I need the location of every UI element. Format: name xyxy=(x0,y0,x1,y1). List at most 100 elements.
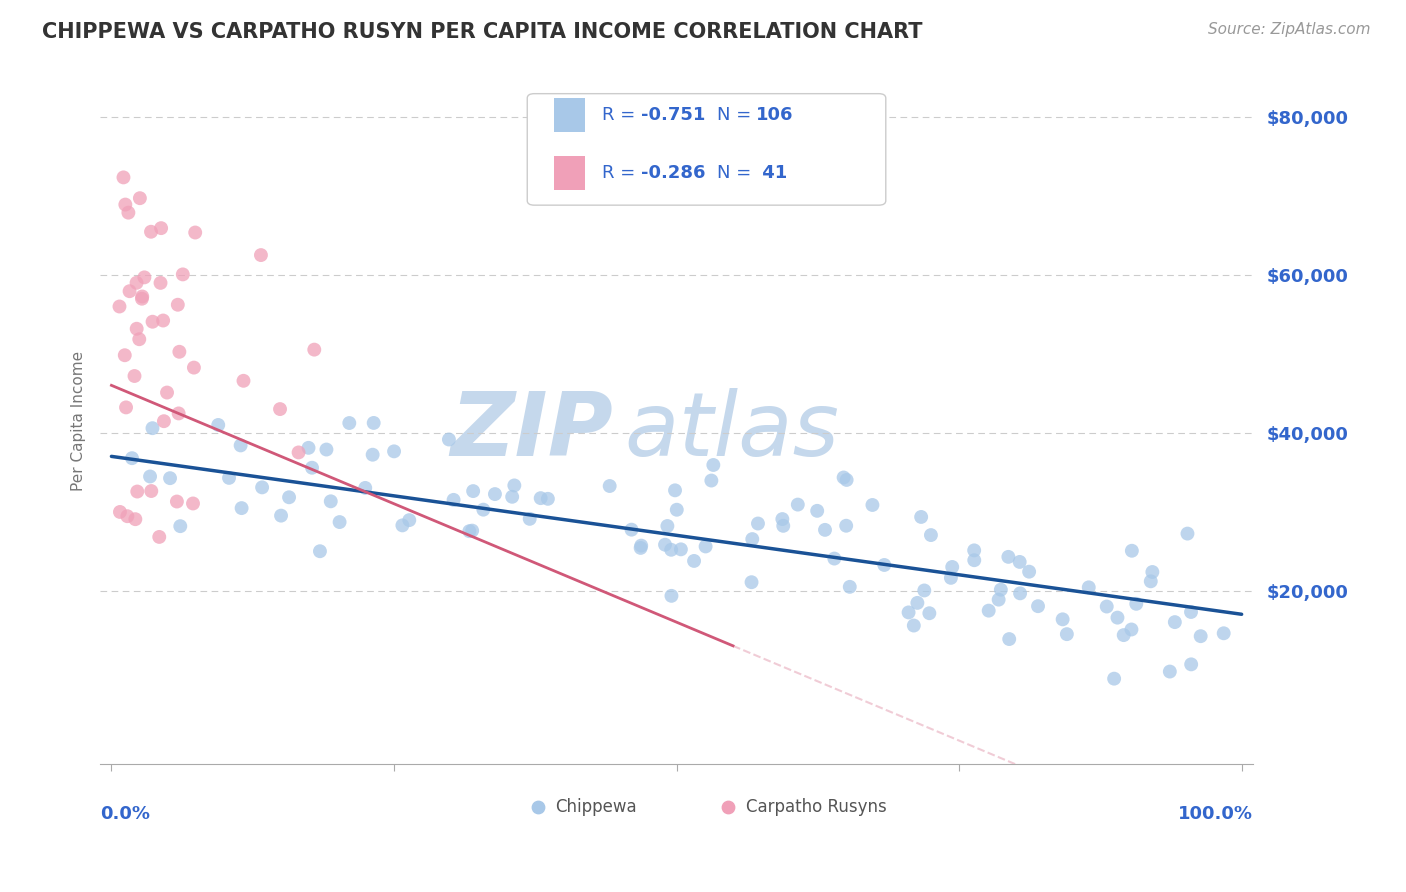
Point xyxy=(218,471,240,485)
Point xyxy=(114,197,136,211)
Point xyxy=(232,374,254,388)
Point xyxy=(873,558,896,572)
Text: R =: R = xyxy=(602,106,641,124)
Point xyxy=(1010,586,1032,600)
Point xyxy=(250,248,273,262)
Point xyxy=(519,512,541,526)
Point xyxy=(361,448,384,462)
Text: Carpatho Rusyns: Carpatho Rusyns xyxy=(745,797,886,816)
Point xyxy=(108,300,131,314)
Point xyxy=(461,524,484,538)
Point xyxy=(169,519,191,533)
Point xyxy=(939,571,962,585)
Point xyxy=(1107,610,1129,624)
Point xyxy=(530,491,553,505)
Point xyxy=(1095,599,1118,614)
Point xyxy=(134,270,156,285)
Text: CHIPPEWA VS CARPATHO RUSYN PER CAPITA INCOME CORRELATION CHART: CHIPPEWA VS CARPATHO RUSYN PER CAPITA IN… xyxy=(42,22,922,42)
Text: -0.751: -0.751 xyxy=(641,106,706,124)
Point xyxy=(319,494,342,508)
Point xyxy=(987,592,1010,607)
Point xyxy=(770,512,793,526)
Point xyxy=(152,313,174,327)
Point xyxy=(1125,597,1147,611)
Point xyxy=(382,444,405,458)
Point xyxy=(918,606,941,620)
Point xyxy=(166,494,188,508)
Point xyxy=(148,530,170,544)
Point xyxy=(977,604,1000,618)
Text: atlas: atlas xyxy=(624,388,839,475)
Point xyxy=(1112,628,1135,642)
Text: Source: ZipAtlas.com: Source: ZipAtlas.com xyxy=(1208,22,1371,37)
Point xyxy=(124,512,146,526)
Point xyxy=(131,292,153,306)
Point xyxy=(297,441,319,455)
Point xyxy=(1180,657,1202,672)
Point xyxy=(301,460,323,475)
Point xyxy=(806,504,828,518)
Text: N =: N = xyxy=(717,106,756,124)
Point xyxy=(838,580,860,594)
Point xyxy=(630,539,652,553)
Point xyxy=(823,551,845,566)
Point xyxy=(659,542,682,557)
Point xyxy=(125,276,148,290)
Point xyxy=(620,523,643,537)
Point xyxy=(716,741,738,756)
Point xyxy=(835,518,858,533)
Point xyxy=(183,360,205,375)
Point xyxy=(287,445,309,459)
Point xyxy=(1056,627,1078,641)
Point xyxy=(661,589,683,603)
Point xyxy=(141,421,163,435)
Point xyxy=(166,298,188,312)
Point xyxy=(772,518,794,533)
Point xyxy=(537,491,560,506)
Point xyxy=(398,513,420,527)
Point xyxy=(920,528,942,542)
Point xyxy=(128,191,150,205)
Point xyxy=(501,490,523,504)
Point xyxy=(1177,526,1199,541)
Point xyxy=(998,632,1021,646)
Text: 41: 41 xyxy=(756,164,787,182)
Point xyxy=(391,518,413,533)
Point xyxy=(270,508,292,523)
Point xyxy=(664,483,686,498)
Point xyxy=(1212,626,1234,640)
Point xyxy=(229,438,252,452)
Point xyxy=(630,541,652,555)
Point xyxy=(354,481,377,495)
Point xyxy=(1121,543,1143,558)
Point xyxy=(832,470,855,484)
Point xyxy=(121,451,143,466)
Point xyxy=(149,276,172,290)
Point xyxy=(905,596,928,610)
Point xyxy=(153,414,176,428)
Point xyxy=(472,502,495,516)
Point xyxy=(231,501,253,516)
Point xyxy=(363,416,385,430)
Point xyxy=(329,515,352,529)
Point xyxy=(1121,623,1143,637)
Point xyxy=(128,332,150,346)
Point xyxy=(181,496,204,510)
Point xyxy=(665,502,688,516)
Point xyxy=(309,544,332,558)
Point xyxy=(835,473,858,487)
Point xyxy=(941,560,963,574)
Point xyxy=(657,519,679,533)
Point xyxy=(530,741,553,756)
Point xyxy=(814,523,837,537)
Text: ZIP: ZIP xyxy=(450,388,613,475)
Point xyxy=(910,510,932,524)
Point xyxy=(458,524,481,538)
Y-axis label: Per Capita Income: Per Capita Income xyxy=(72,351,86,491)
Point xyxy=(463,484,485,499)
Point xyxy=(150,221,173,235)
Point xyxy=(903,618,925,632)
Point xyxy=(117,205,139,219)
Point xyxy=(862,498,884,512)
Point xyxy=(337,416,360,430)
